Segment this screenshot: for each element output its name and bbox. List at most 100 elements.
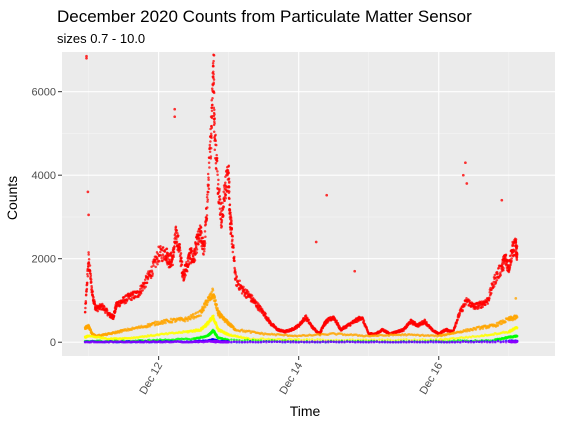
data-point — [210, 126, 214, 130]
data-point — [273, 340, 276, 343]
data-point — [208, 143, 212, 147]
data-point — [210, 87, 214, 90]
data-point — [211, 61, 215, 65]
x-axis-title: Time — [290, 403, 321, 419]
data-point — [251, 338, 255, 342]
data-point — [488, 297, 491, 300]
data-point — [488, 340, 492, 344]
data-point — [310, 340, 314, 344]
outlier-point — [465, 182, 469, 185]
y-axis: 0 2000 4000 6000 — [32, 87, 62, 349]
data-point — [496, 272, 499, 276]
data-point — [175, 229, 179, 232]
data-point — [228, 203, 232, 206]
data-point — [189, 318, 192, 321]
data-point — [288, 337, 291, 341]
data-point — [233, 259, 236, 263]
data-point — [356, 340, 360, 344]
data-point — [364, 338, 368, 342]
data-point — [209, 146, 213, 150]
data-point — [214, 162, 218, 165]
data-point — [407, 340, 411, 344]
data-point — [212, 78, 216, 81]
data-point — [86, 274, 90, 278]
data-point — [170, 251, 173, 254]
data-point — [222, 205, 226, 209]
outlier-point — [314, 240, 318, 244]
minor-gridlines — [62, 52, 555, 356]
data-point — [321, 340, 325, 343]
data-point — [475, 340, 478, 343]
data-point — [316, 340, 319, 343]
data-point — [459, 339, 462, 342]
data-point — [197, 243, 200, 246]
data-point — [424, 340, 427, 344]
data-point — [186, 270, 189, 273]
data-point — [240, 328, 244, 331]
data-point — [212, 314, 215, 317]
data-point — [218, 198, 222, 201]
data-point — [156, 257, 159, 260]
data-point — [206, 172, 210, 176]
data-point — [195, 251, 199, 254]
data-point — [224, 193, 227, 197]
data-point — [367, 340, 370, 344]
data-point — [213, 296, 217, 299]
data-point — [209, 140, 212, 143]
data-point — [265, 340, 268, 344]
data-point — [494, 340, 497, 344]
data-point — [469, 340, 473, 344]
data-point — [204, 235, 207, 239]
data-point — [215, 143, 218, 147]
data-point — [161, 253, 165, 256]
data-point — [297, 337, 300, 341]
data-point — [240, 292, 244, 295]
data-point — [144, 285, 147, 289]
data-point — [93, 300, 96, 304]
data-point — [437, 340, 441, 344]
data-point — [432, 340, 435, 343]
data-point — [429, 340, 432, 344]
data-point — [410, 340, 414, 343]
data-point — [210, 134, 213, 138]
data-point — [216, 173, 219, 177]
outlier-point — [325, 193, 329, 197]
data-point — [240, 340, 244, 344]
data-point — [202, 253, 205, 256]
outlier-point — [464, 161, 467, 165]
data-point — [450, 340, 454, 344]
data-point — [207, 183, 210, 187]
data-point — [243, 338, 247, 342]
data-point — [188, 315, 191, 319]
data-point — [206, 193, 209, 196]
data-point — [218, 195, 222, 198]
data-point — [415, 340, 419, 344]
data-point — [214, 133, 217, 137]
data-point — [445, 340, 449, 344]
data-point — [327, 320, 330, 323]
data-point — [86, 272, 89, 276]
data-point — [145, 281, 149, 285]
data-point — [212, 72, 215, 76]
data-point — [467, 340, 470, 344]
data-point — [308, 340, 311, 344]
data-point — [199, 226, 203, 229]
data-point — [495, 278, 499, 282]
data-point — [190, 246, 193, 250]
data-point — [300, 340, 303, 344]
data-point — [87, 262, 91, 265]
data-point — [149, 276, 153, 280]
data-point — [228, 190, 231, 193]
data-point — [230, 220, 233, 223]
data-point — [294, 340, 298, 344]
data-point — [88, 269, 92, 273]
outlier-point — [500, 198, 504, 202]
data-point — [281, 340, 284, 344]
data-point — [515, 334, 519, 338]
data-point — [168, 258, 172, 262]
data-point — [214, 299, 217, 302]
data-point — [289, 340, 292, 343]
plot-panel — [62, 52, 555, 356]
outlier-point — [514, 297, 518, 300]
data-point — [349, 323, 352, 327]
